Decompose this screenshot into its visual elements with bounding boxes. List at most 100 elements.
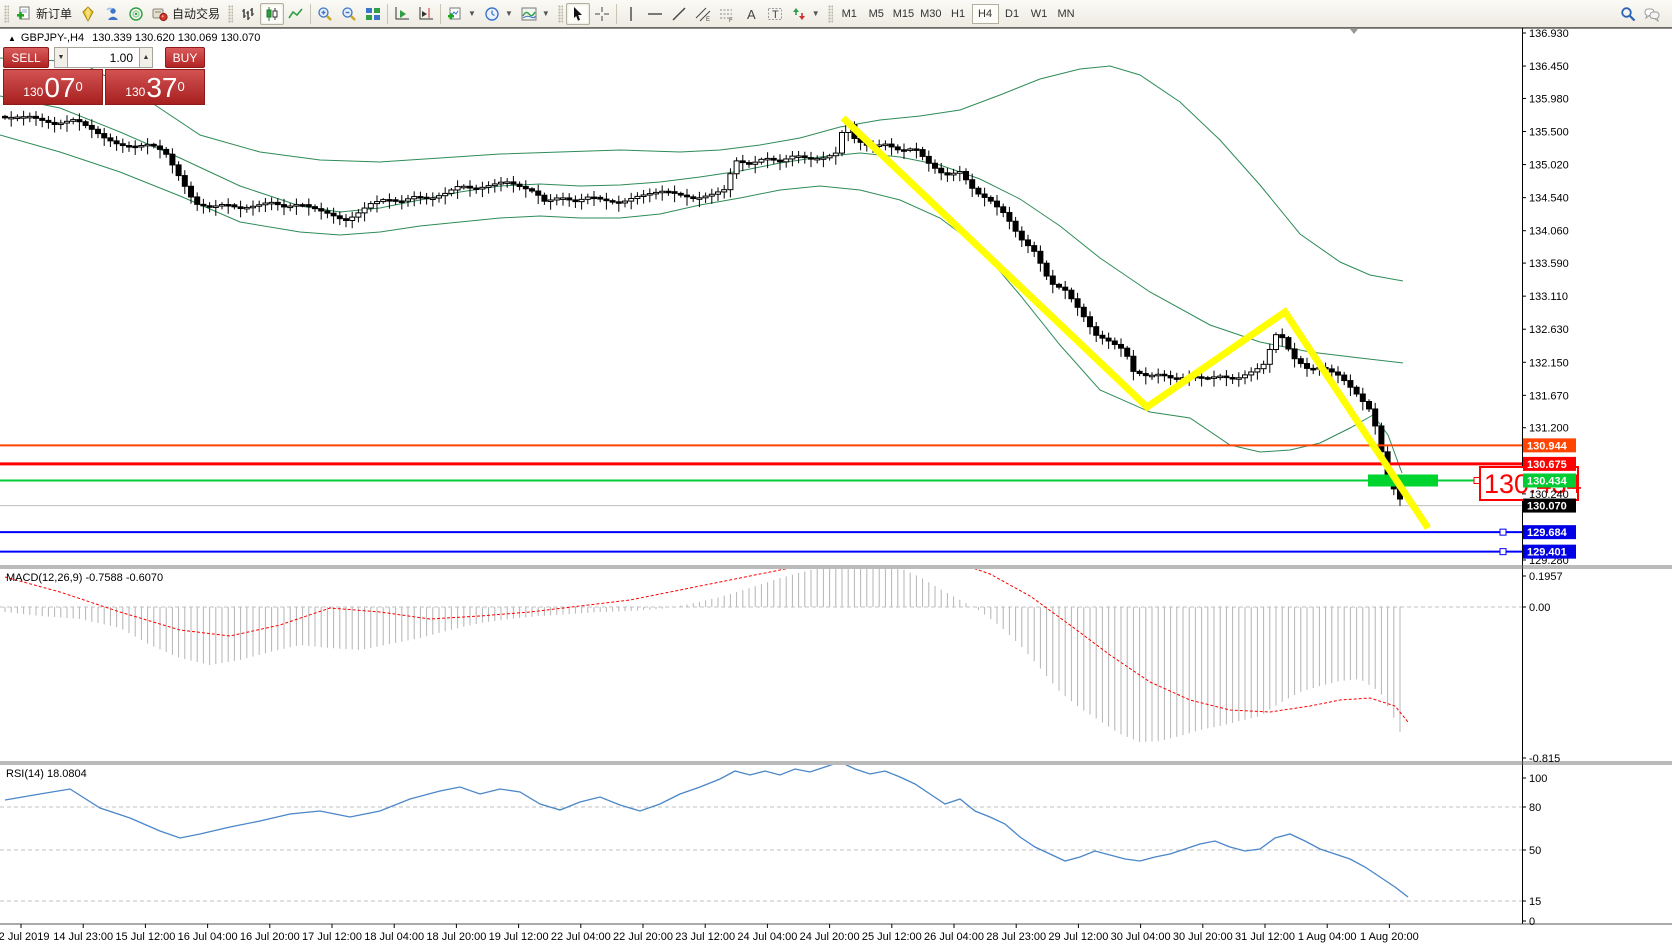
profiles-button[interactable]: ▼ bbox=[480, 3, 517, 25]
time-tick-label: 1 Aug 20:00 bbox=[1360, 931, 1419, 943]
timeframe-m30-button[interactable]: M30 bbox=[920, 7, 942, 20]
bollinger-upper-band bbox=[0, 57, 1404, 282]
time-tick-label: 26 Jul 04:00 bbox=[924, 931, 984, 943]
timeframe-mn-button[interactable]: MN bbox=[1057, 7, 1075, 20]
time-tick-label: 24 Jul 04:00 bbox=[737, 931, 797, 943]
indicators-button[interactable]: ▼ bbox=[517, 3, 554, 25]
search-button[interactable] bbox=[1616, 3, 1640, 25]
price-line-label-text: 130.070 bbox=[1527, 501, 1567, 513]
tile-windows-icon bbox=[366, 7, 381, 20]
bar-chart-mode-button[interactable] bbox=[236, 3, 260, 25]
volume-decrease-button[interactable]: ▼ bbox=[54, 47, 68, 68]
highlighted-level-segment[interactable] bbox=[1368, 474, 1438, 487]
toolbar-grip[interactable] bbox=[4, 4, 9, 23]
sell-button[interactable]: SELL bbox=[3, 47, 49, 68]
macd-axis-label: -0.815 bbox=[1529, 753, 1560, 765]
tile-windows-button[interactable] bbox=[361, 3, 385, 25]
trend-zigzag-lines[interactable] bbox=[840, 115, 1431, 530]
volume-increase-button[interactable]: ▲ bbox=[139, 47, 153, 68]
price-line-label bbox=[1523, 473, 1576, 488]
time-tick-label: 16 Jul 20:00 bbox=[240, 931, 300, 943]
price-line-label bbox=[1523, 525, 1576, 540]
chart-canvas[interactable]: 130.434 136.930 136.450 135.980 135.500 135.0… bbox=[0, 28, 1672, 949]
equidistant-channel-icon: E bbox=[695, 7, 711, 22]
line-handle[interactable] bbox=[1499, 548, 1507, 556]
cursor-tool-button[interactable] bbox=[565, 2, 590, 25]
strategy-tester-button[interactable] bbox=[124, 3, 148, 25]
channel-tool-button[interactable]: E bbox=[691, 3, 715, 25]
data-window-button[interactable] bbox=[100, 3, 124, 25]
sell-price-display[interactable]: 130 07 0 bbox=[3, 69, 103, 105]
price-line-label bbox=[1523, 456, 1576, 471]
price-axis[interactable]: 136.930 136.450 135.980 135.500 135.020 134.5… bbox=[1522, 28, 1576, 928]
candlestick-mode-button[interactable] bbox=[260, 2, 285, 25]
zoom-out-button[interactable] bbox=[337, 3, 361, 25]
rsi-axis-label: 0 bbox=[1529, 916, 1535, 928]
vertical-line-tool-button[interactable] bbox=[619, 3, 643, 25]
price-line-label bbox=[1523, 544, 1576, 559]
time-tick-label: 28 Jul 23:00 bbox=[986, 931, 1046, 943]
toolbar-grip[interactable] bbox=[228, 4, 234, 23]
svg-text:E: E bbox=[706, 17, 710, 22]
timeframe-w1-button[interactable]: W1 bbox=[1030, 7, 1048, 20]
autotrading-button[interactable]: 自动交易 bbox=[148, 3, 224, 25]
price-line-label-text: 130.944 bbox=[1527, 440, 1568, 452]
price-line-label-text: 129.401 bbox=[1527, 547, 1567, 559]
main-price-panel[interactable] bbox=[0, 57, 1522, 556]
volume-input[interactable] bbox=[68, 47, 139, 68]
text-label-tool-button[interactable]: T bbox=[763, 3, 787, 25]
one-click-trading-panel: SELL ▼ ▲ BUY 130 07 0 130 37 0 bbox=[3, 47, 205, 105]
horizontal-line-icon bbox=[647, 12, 662, 15]
svg-text:F: F bbox=[729, 18, 733, 22]
line-chart-mode-button[interactable] bbox=[284, 3, 308, 25]
toolbar-grip[interactable] bbox=[557, 4, 563, 23]
time-tick-label: 30 Jul 20:00 bbox=[1173, 931, 1233, 943]
buy-price-display[interactable]: 130 37 0 bbox=[105, 69, 205, 105]
symbol-period-label: GBPJPY-,H4 bbox=[20, 32, 85, 44]
toolbar-overflow-chevron[interactable] bbox=[1350, 29, 1358, 34]
line-handle[interactable] bbox=[1499, 528, 1507, 536]
new-order-button[interactable]: 新订单 bbox=[12, 3, 76, 25]
timeframe-m15-button[interactable]: M15 bbox=[892, 7, 915, 20]
arrows-tool-button[interactable]: ▼ bbox=[787, 3, 824, 25]
rsi-panel[interactable] bbox=[0, 762, 1522, 902]
time-tick-label: 22 Jul 20:00 bbox=[613, 931, 673, 943]
timeframe-h4-button[interactable]: H4 bbox=[971, 3, 999, 24]
price-tick-label: 130.240 bbox=[1529, 489, 1569, 501]
gem-icon bbox=[82, 5, 94, 22]
time-tick-label: 12 Jul 2019 bbox=[0, 931, 49, 943]
timeframe-m5-button[interactable]: M5 bbox=[868, 7, 884, 20]
timeframe-h1-button[interactable]: H1 bbox=[951, 7, 966, 20]
buy-price-whole: 130 bbox=[125, 85, 146, 99]
fibonacci-tool-button[interactable]: F bbox=[715, 3, 739, 25]
buy-button[interactable]: BUY bbox=[165, 47, 205, 68]
crosshair-tool-button[interactable] bbox=[590, 3, 614, 25]
price-tick-label: 136.930 bbox=[1529, 28, 1569, 40]
main-toolbar: 新订单 自动交易 ▼ ▼ bbox=[0, 0, 1672, 28]
timeframe-d1-button[interactable]: D1 bbox=[1005, 7, 1020, 20]
chat-button[interactable] bbox=[1640, 3, 1664, 25]
price-line-label-text: 130.434 bbox=[1527, 475, 1568, 487]
chart-shift-button[interactable] bbox=[414, 3, 438, 25]
text-tool-button[interactable]: A bbox=[739, 3, 763, 25]
zoom-in-button[interactable] bbox=[313, 3, 337, 25]
time-tick-label: 24 Jul 20:00 bbox=[800, 931, 860, 943]
macd-panel[interactable] bbox=[0, 552, 1522, 742]
time-tick-label: 17 Jul 12:00 bbox=[302, 931, 362, 943]
sell-price-pips: 07 bbox=[44, 72, 76, 103]
auto-scroll-button[interactable] bbox=[390, 3, 414, 25]
price-line-label-text: 130.675 bbox=[1527, 459, 1567, 471]
timeframe-m1-button[interactable]: M1 bbox=[841, 7, 857, 20]
new-chart-button[interactable]: ▼ bbox=[443, 3, 480, 25]
horizontal-line-tool-button[interactable] bbox=[643, 3, 667, 25]
dropdown-arrow-icon: ▼ bbox=[504, 9, 513, 18]
time-tick-label: 29 Jul 12:00 bbox=[1048, 931, 1108, 943]
symbol-triangle-icon: ▲ bbox=[8, 34, 16, 43]
time-tick-label: 18 Jul 20:00 bbox=[426, 931, 486, 943]
market-watch-button[interactable] bbox=[76, 3, 100, 25]
trendline-tool-button[interactable] bbox=[667, 3, 691, 25]
price-line-label bbox=[1523, 438, 1576, 453]
toolbar-grip[interactable] bbox=[827, 4, 833, 23]
